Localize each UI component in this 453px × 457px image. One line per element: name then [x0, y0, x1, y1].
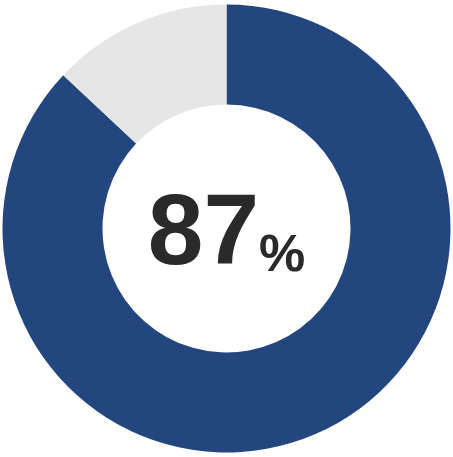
svg-text:%: %	[259, 224, 305, 282]
svg-text:87: 87	[148, 173, 259, 285]
